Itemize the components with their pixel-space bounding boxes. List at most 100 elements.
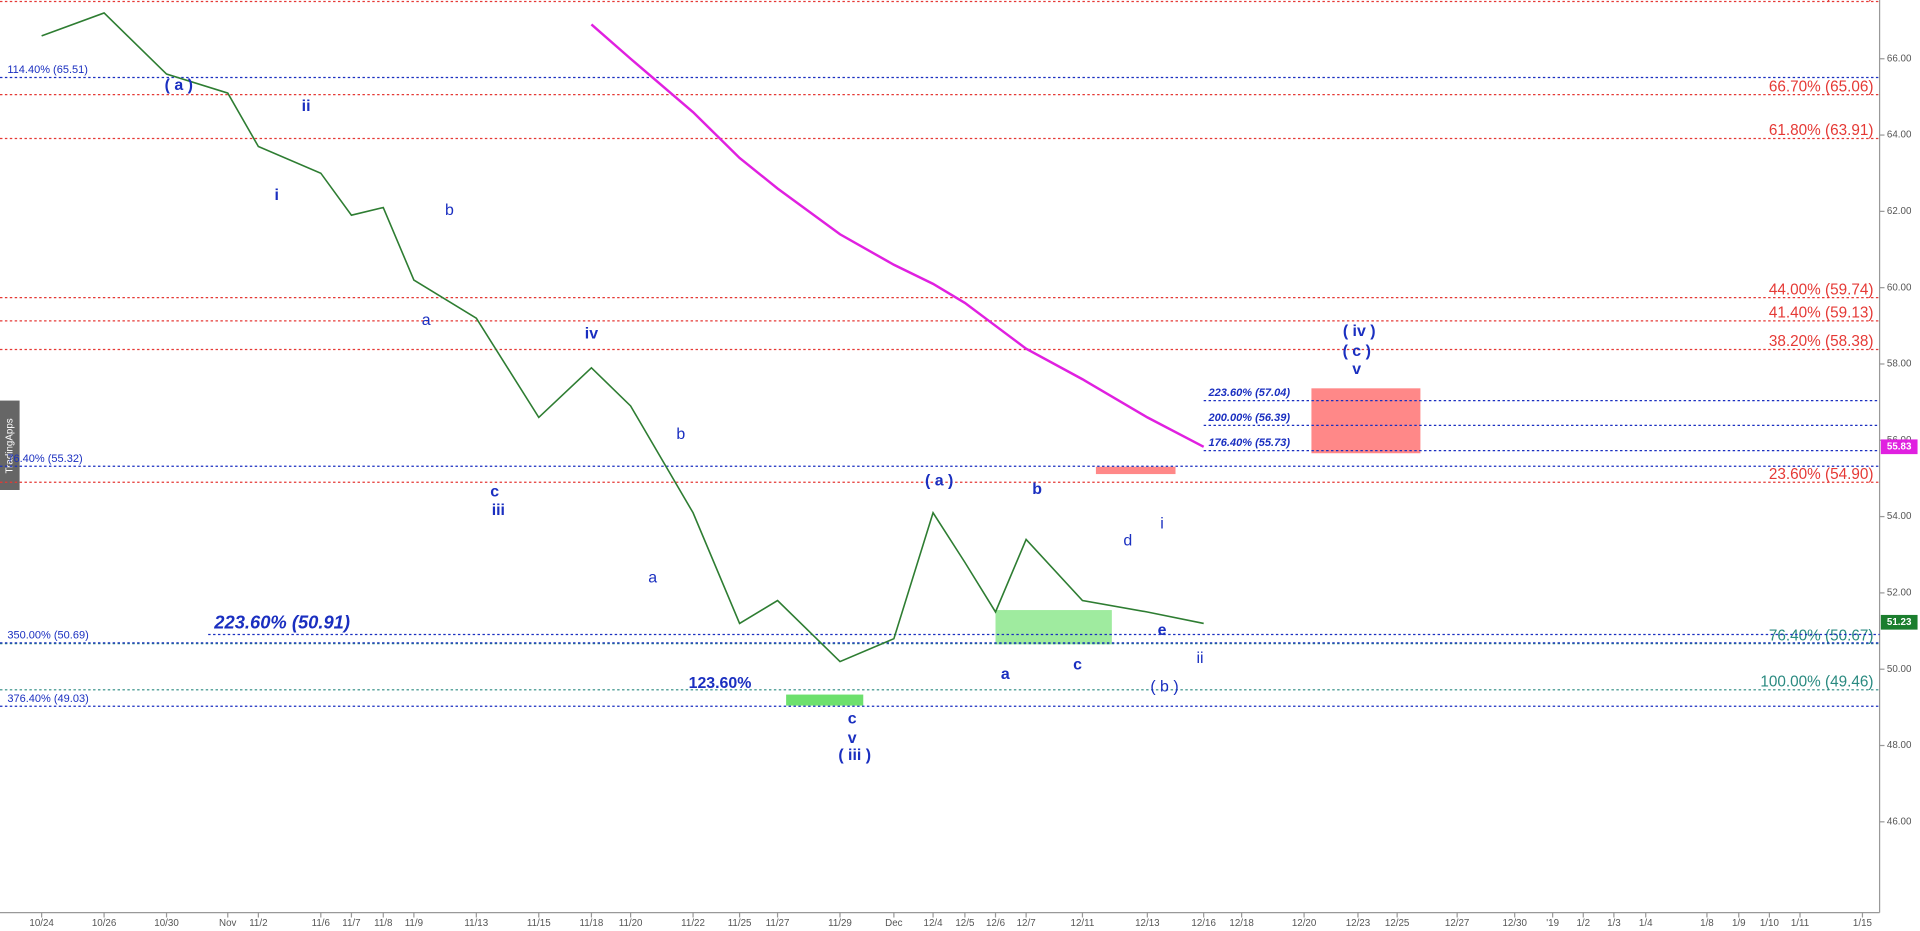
level-label: 76.40% (67.50) xyxy=(1769,0,1874,2)
level-label: 44.00% (59.74) xyxy=(1769,281,1874,298)
x-tick-label: 12/11 xyxy=(1071,918,1095,929)
wave-label: e xyxy=(1158,622,1167,639)
x-tick-label: 11/25 xyxy=(728,918,752,929)
x-tick-label: 1/10 xyxy=(1760,918,1780,929)
support-zone xyxy=(995,610,1112,645)
price-tag-label: 51.23 xyxy=(1887,617,1912,628)
x-tick-label: 11/20 xyxy=(619,918,643,929)
wave-label: b xyxy=(676,426,685,443)
wave-label: 123.60% xyxy=(689,675,752,692)
y-tick-label: 46.00 xyxy=(1887,816,1912,827)
resistance-zone xyxy=(1095,466,1176,475)
x-tick-label: Nov xyxy=(219,918,236,929)
price-tag xyxy=(1880,439,1918,455)
x-tick-label: 1/2 xyxy=(1576,918,1590,929)
x-tick-label: 11/2 xyxy=(249,918,267,929)
level-label: 38.20% (58.38) xyxy=(1769,333,1874,350)
brand-tab xyxy=(0,400,20,490)
x-tick-label: 12/7 xyxy=(1017,918,1036,929)
wave-label: c xyxy=(848,710,857,727)
y-tick-label: 54.00 xyxy=(1887,511,1912,522)
level-label: 41.40% (59.13) xyxy=(1769,305,1874,322)
wave-label: b xyxy=(445,202,454,219)
wave-label: c xyxy=(1073,656,1082,673)
x-tick-label: 12/25 xyxy=(1385,918,1410,929)
y-tick-label: 50.00 xyxy=(1887,664,1912,675)
wave-label: ( iv ) xyxy=(1343,323,1376,340)
wave-label: ( a ) xyxy=(925,473,953,490)
x-tick-label: 1/9 xyxy=(1732,918,1746,929)
x-tick-label: 11/15 xyxy=(527,918,551,929)
wave-label: v xyxy=(1352,361,1361,378)
level-label: 76.40% (55.32) xyxy=(7,453,82,465)
level-label: 114.40% (65.51) xyxy=(7,64,88,76)
wave-label: iv xyxy=(585,326,598,343)
wave-label: a xyxy=(648,569,657,586)
y-tick-label: 66.00 xyxy=(1887,53,1912,64)
x-tick-label: 1/8 xyxy=(1700,918,1714,929)
x-tick-label: 11/27 xyxy=(766,918,790,929)
y-tick-label: 62.00 xyxy=(1887,206,1912,217)
level-label: 76.40% (50.67) xyxy=(1769,627,1874,644)
x-tick-label: 1/4 xyxy=(1639,918,1653,929)
wave-label: ( b ) xyxy=(1150,678,1178,695)
x-tick-label: 10/30 xyxy=(154,918,179,929)
wave-label: ( a ) xyxy=(165,77,193,94)
level-label: 100.00% (49.46) xyxy=(1760,674,1873,691)
level-label: 376.40% (49.03) xyxy=(7,693,88,705)
x-tick-label: 12/27 xyxy=(1445,918,1469,929)
moving-average xyxy=(590,23,1205,448)
wave-label: v xyxy=(848,730,857,747)
wave-label: i xyxy=(275,187,279,204)
wave-label: iii xyxy=(492,502,505,519)
level-label: 61.80% (63.91) xyxy=(1769,122,1874,139)
level-label: 23.60% (54.90) xyxy=(1769,466,1874,483)
wave-label: c xyxy=(490,484,499,501)
y-tick-label: 48.00 xyxy=(1887,740,1912,751)
x-tick-label: 11/6 xyxy=(312,918,331,929)
wave-label: ( iii ) xyxy=(838,747,871,764)
support-zone xyxy=(786,694,864,706)
wave-label: ( c ) xyxy=(1343,343,1371,360)
projection-label: 223.60% (50.91) xyxy=(213,611,350,632)
price-line xyxy=(41,12,1204,663)
x-tick-label: 11/13 xyxy=(464,918,488,929)
y-tick-label: 64.00 xyxy=(1887,130,1912,141)
level-label: 350.00% (50.69) xyxy=(7,629,88,641)
x-tick-label: Dec xyxy=(885,918,903,929)
x-tick-label: 11/8 xyxy=(374,918,393,929)
brand: TradingApps xyxy=(4,418,15,473)
wave-label: ii xyxy=(302,98,311,115)
x-tick-label: 11/18 xyxy=(580,918,604,929)
wave-label: b xyxy=(1032,481,1042,498)
x-tick-label: 1/15 xyxy=(1853,918,1873,929)
price-tag-label: 55.83 xyxy=(1887,441,1912,452)
x-tick-label: 11/22 xyxy=(681,918,705,929)
x-tick-label: '19 xyxy=(1546,918,1559,929)
x-tick-label: 12/30 xyxy=(1502,918,1527,929)
x-tick-label: 1/3 xyxy=(1607,918,1621,929)
x-tick-label: 12/23 xyxy=(1346,918,1371,929)
level-label: 66.70% (65.06) xyxy=(1769,78,1874,95)
y-tick-label: 52.00 xyxy=(1887,587,1912,598)
x-tick-label: 12/13 xyxy=(1135,918,1160,929)
x-tick-label: 12/20 xyxy=(1292,918,1317,929)
target-zone xyxy=(1311,388,1421,454)
x-tick-label: 12/16 xyxy=(1191,918,1216,929)
x-tick-label: 10/26 xyxy=(92,918,117,929)
wave-label: d xyxy=(1123,533,1132,550)
level-label: 176.40% (55.73) xyxy=(1209,437,1291,449)
x-tick-label: 12/4 xyxy=(924,918,944,929)
level-label: 223.60% (57.04) xyxy=(1208,387,1291,399)
wave-label: a xyxy=(422,312,431,329)
x-tick-label: 1/11 xyxy=(1791,918,1809,929)
x-tick-label: 12/18 xyxy=(1229,918,1254,929)
wave-label: i xyxy=(1160,516,1164,533)
x-tick-label: 10/24 xyxy=(29,918,54,929)
y-tick-label: 60.00 xyxy=(1887,282,1912,293)
x-tick-label: 11/29 xyxy=(828,918,852,929)
price-tag xyxy=(1880,614,1918,630)
x-tick-label: 12/6 xyxy=(986,918,1006,929)
